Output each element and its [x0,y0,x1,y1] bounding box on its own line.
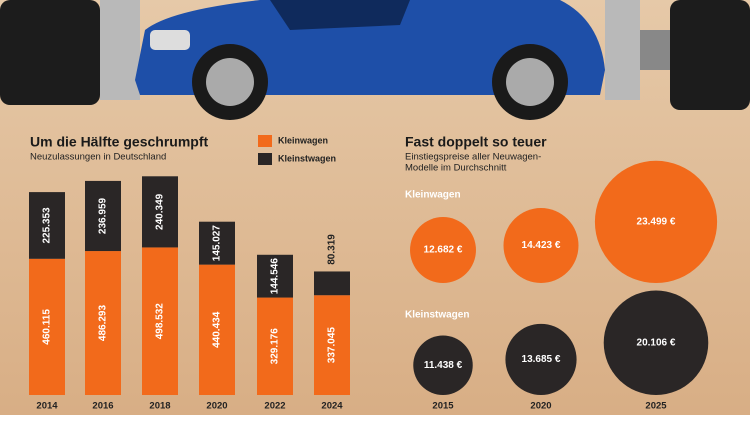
bottom-strip [0,415,750,421]
x-tick-label: 2020 [530,401,551,412]
bubble [413,335,473,395]
value-label: 14.423 € [522,240,561,251]
legend-label: Kleinstwagen [278,153,336,163]
x-tick-label: 2022 [264,401,285,412]
value-label: 460.115 [42,309,53,345]
x-tick-label: 2020 [206,401,227,412]
bar-segment [199,221,235,265]
bar-segment [314,271,350,296]
value-label: 329.176 [270,328,281,365]
bubble [503,208,579,283]
value-label: 145.027 [212,225,223,262]
chart-subtitle: Modelle im Durchschnitt [405,163,507,174]
car-illustration [0,0,750,120]
legend-label: Kleinwagen [278,135,328,145]
bar-segment [257,254,293,298]
bubble [505,323,577,395]
bar-segment [29,192,65,259]
x-tick-label: 2024 [321,401,343,412]
chart-subtitle: Einstiegspreise aller Neuwagen- [405,152,541,163]
x-tick-label: 2025 [645,401,667,412]
value-label: 23.499 € [637,217,676,228]
value-label: 144.546 [270,258,281,295]
chart-subtitle: Neuzulassungen in Deutschland [30,152,166,163]
row-label: Kleinwagen [405,190,461,201]
value-label: 11.438 € [424,360,463,371]
x-tick-label: 2014 [36,401,58,412]
value-label: 498.532 [155,303,166,340]
bar-segment [314,295,350,395]
bar-segment [199,264,235,395]
value-label: 80.319 [327,234,338,265]
bar-segment [142,176,178,248]
value-label: 337.045 [327,327,338,364]
bar-segment [85,251,121,395]
bar-segment [257,297,293,395]
bar-segment [29,258,65,395]
bar-segment [142,247,178,395]
chart-title: Um die Hälfte geschrumpft [30,134,208,150]
value-label: 440.434 [212,311,223,348]
value-label: 225.353 [42,207,53,244]
row-label: Kleinstwagen [405,310,469,321]
legend-swatch [258,135,272,147]
value-label: 486.293 [98,305,109,342]
bubble [410,217,476,283]
value-label: 20.106 € [637,337,676,348]
x-tick-label: 2018 [149,401,170,412]
bubble [594,160,718,283]
legend-swatch [258,153,272,165]
value-label: 12.682 € [424,245,463,256]
value-label: 240.349 [155,193,166,230]
chart-title: Fast doppelt so teuer [405,134,547,150]
x-tick-label: 2016 [92,401,113,412]
value-label: 13.685 € [522,354,561,365]
x-tick-label: 2015 [432,401,454,412]
bar-segment [85,180,121,252]
bubble [603,290,709,395]
value-label: 236.959 [98,197,109,234]
